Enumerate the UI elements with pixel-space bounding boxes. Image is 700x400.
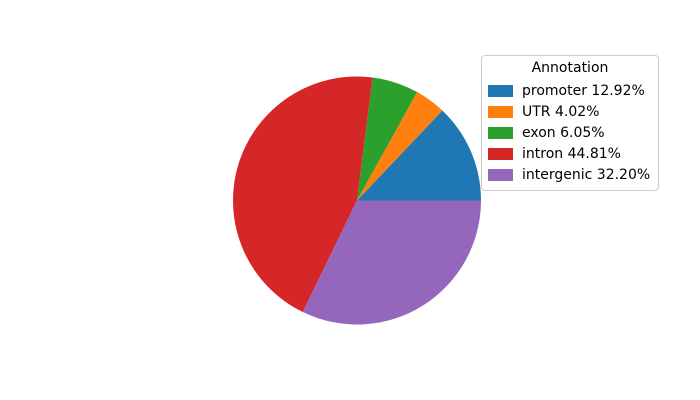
legend-title: Annotation xyxy=(531,60,609,76)
legend-label-intergenic: intergenic 32.20% xyxy=(522,166,651,183)
pie-slice-intergenic xyxy=(302,200,481,325)
legend-item-intergenic: intergenic 32.20% xyxy=(488,164,652,185)
legend-label-utr: UTR 4.02% xyxy=(522,103,600,120)
legend-label-exon: exon 6.05% xyxy=(522,124,605,141)
legend-label-promoter: promoter 12.92% xyxy=(522,82,645,99)
legend-item-promoter: promoter 12.92% xyxy=(488,80,652,101)
legend-swatch-utr xyxy=(488,105,513,118)
legend-label-intron: intron 44.81% xyxy=(522,145,621,162)
pie-slice-promoter xyxy=(357,110,481,201)
pie-slice-UTR xyxy=(357,92,443,201)
legend-swatch-exon xyxy=(488,126,513,139)
legend-swatch-intron xyxy=(488,147,513,160)
pie-slices xyxy=(232,76,481,325)
legend-item-intron: intron 44.81% xyxy=(488,143,652,164)
legend: Annotation promoter 12.92% UTR 4.02% exo… xyxy=(481,55,659,191)
pie-slice-exon xyxy=(357,77,418,201)
legend-item-exon: exon 6.05% xyxy=(488,122,652,143)
legend-swatch-intergenic xyxy=(488,168,513,181)
legend-swatch-promoter xyxy=(488,84,513,97)
pie-slice-intron xyxy=(232,76,373,313)
legend-item-utr: UTR 4.02% xyxy=(488,101,652,122)
